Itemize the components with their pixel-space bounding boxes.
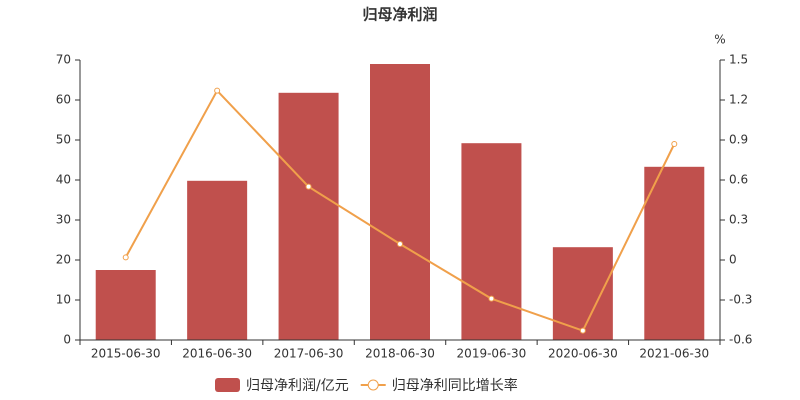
y2-tick-label: 1.5	[729, 53, 748, 67]
y-tick-label: 30	[56, 213, 71, 227]
line-point	[671, 141, 678, 147]
y-tick-label: 50	[56, 133, 71, 147]
line-point	[214, 87, 221, 94]
bar	[370, 64, 430, 340]
y2-tick-label: 0.3	[729, 213, 748, 227]
bar	[644, 166, 705, 340]
x-tick-label: 2015-06-30	[91, 347, 161, 361]
y2-tick-label: 0.9	[729, 133, 748, 147]
y-tick-label: 20	[56, 253, 71, 267]
line-point	[579, 327, 586, 334]
x-tick-label: 2020-06-30	[548, 347, 618, 361]
y2-tick-label: 0	[729, 253, 737, 267]
y-tick-label: 70	[56, 53, 71, 67]
line-point	[122, 254, 129, 261]
bar	[278, 92, 339, 340]
y2-tick-label: 0.6	[729, 173, 748, 187]
legend-label: 归母净利同比增长率	[392, 377, 518, 394]
line-point	[305, 183, 312, 190]
y2-tick-label: -0.6	[729, 333, 752, 347]
bar	[461, 143, 522, 340]
x-tick-label: 2017-06-30	[274, 347, 344, 361]
y-tick-label: 40	[56, 173, 71, 187]
y2-axis-label: %	[714, 33, 725, 47]
line-point	[488, 295, 495, 302]
bar	[552, 247, 613, 340]
x-tick-label: 2016-06-30	[182, 347, 252, 361]
legend-swatch	[215, 378, 240, 392]
legend-swatch	[367, 379, 379, 391]
x-tick-label: 2018-06-30	[365, 347, 435, 361]
line-point	[397, 241, 403, 247]
chart-title: 归母净利润	[362, 6, 437, 24]
y-tick-label: 60	[56, 93, 71, 107]
y-tick-label: 10	[56, 293, 71, 307]
x-tick-label: 2021-06-30	[639, 347, 709, 361]
y2-tick-label: 1.2	[729, 93, 748, 107]
y2-tick-label: -0.3	[729, 293, 752, 307]
legend-label: 归母净利润/亿元	[246, 377, 349, 394]
x-tick-label: 2019-06-30	[457, 347, 527, 361]
y-tick-label: 0	[63, 333, 71, 347]
bar	[95, 270, 156, 340]
bar	[187, 180, 248, 340]
